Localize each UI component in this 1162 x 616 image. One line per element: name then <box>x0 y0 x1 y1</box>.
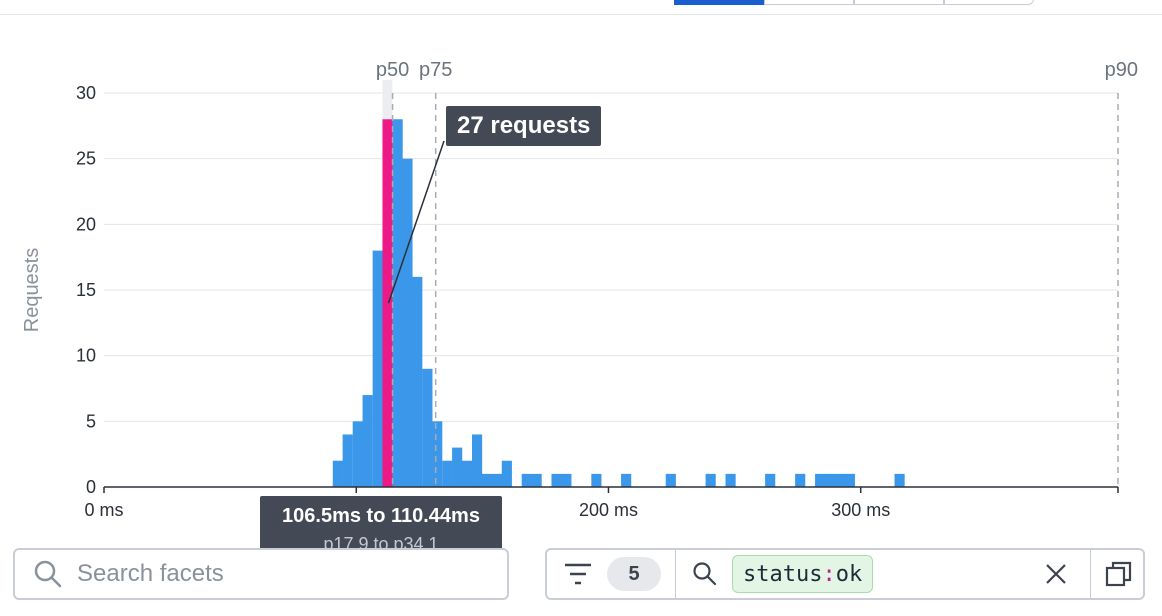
bar-count-tooltip: 27 requests <box>446 106 602 146</box>
percentile-markers: p50 p75 p90 <box>376 59 1138 487</box>
histogram-bar[interactable] <box>332 460 343 487</box>
histogram-bar[interactable] <box>432 421 443 487</box>
y-axis-ticks: 0 5 10 15 20 25 30 <box>76 83 96 497</box>
y-tick-label: 30 <box>76 83 96 103</box>
bin-range-label: 106.5ms to 110.44ms <box>282 505 480 527</box>
percentile-label: p50 <box>376 59 409 81</box>
histogram-bar[interactable] <box>531 473 542 487</box>
histogram-bar[interactable] <box>521 473 532 487</box>
x-tick-label: 300 ms <box>831 500 890 520</box>
view-toggle-3[interactable] <box>854 0 944 5</box>
header-divider <box>0 14 1162 15</box>
y-tick-label: 0 <box>86 477 96 497</box>
query-bar-divider <box>1090 549 1091 599</box>
x-axis: 0 ms 200 ms 300 ms <box>84 486 1119 520</box>
filter-pill-value: ok <box>835 561 863 587</box>
histogram-bar[interactable] <box>561 473 572 487</box>
histogram-bar[interactable] <box>362 395 373 487</box>
y-tick-label: 10 <box>76 346 96 366</box>
histogram-bar[interactable] <box>621 473 632 487</box>
percentile-label: p90 <box>1105 59 1138 81</box>
x-tick-label: 200 ms <box>579 500 638 520</box>
view-toggle-active[interactable] <box>674 0 764 5</box>
search-facets-input[interactable]: Search facets <box>13 548 509 600</box>
filter-icon[interactable] <box>563 561 593 587</box>
histogram-bar[interactable] <box>765 473 776 487</box>
histogram-bar[interactable] <box>824 473 836 487</box>
filter-pill-key: status <box>743 561 823 587</box>
query-bar: 5 status: ok <box>545 548 1145 600</box>
histogram-bars[interactable] <box>332 119 905 488</box>
histogram-bar[interactable] <box>844 473 855 487</box>
histogram-bar[interactable] <box>665 473 676 487</box>
histogram-bar[interactable] <box>705 473 716 487</box>
filter-count-badge[interactable]: 5 <box>607 557 661 591</box>
search-icon <box>692 561 718 587</box>
histogram-bar[interactable] <box>834 473 846 487</box>
histogram-bar[interactable] <box>894 473 905 487</box>
grid-lines <box>104 92 1118 488</box>
histogram-bar[interactable] <box>412 276 423 487</box>
highlighted-bar[interactable] <box>382 119 393 488</box>
percentile-label: p75 <box>419 59 452 81</box>
histogram-bar[interactable] <box>392 119 403 488</box>
histogram-bar[interactable] <box>372 250 383 487</box>
tooltip-pointer <box>387 140 445 304</box>
histogram-bar[interactable] <box>422 368 433 487</box>
histogram-bar[interactable] <box>491 473 503 487</box>
query-bar-divider <box>675 549 676 599</box>
search-icon <box>33 559 63 589</box>
copy-icon[interactable] <box>1105 560 1133 588</box>
query-filter-pill[interactable]: status: ok <box>732 555 874 593</box>
y-tick-label: 5 <box>86 411 96 431</box>
y-axis-label: Requests <box>21 248 43 333</box>
filter-pill-separator: : <box>822 561 836 587</box>
close-icon[interactable] <box>1044 562 1068 586</box>
histogram-bar[interactable] <box>402 158 413 487</box>
histogram-bar[interactable] <box>342 434 353 487</box>
histogram-bar[interactable] <box>501 460 512 487</box>
histogram-bar[interactable] <box>352 421 363 487</box>
histogram-bar[interactable] <box>481 473 492 487</box>
histogram-bar[interactable] <box>452 447 463 487</box>
histogram-bar[interactable] <box>551 473 562 487</box>
view-toggle-group <box>674 0 1034 6</box>
search-facets-placeholder: Search facets <box>77 560 224 587</box>
histogram-bar[interactable] <box>795 473 806 487</box>
histogram-bar[interactable] <box>591 473 602 487</box>
y-tick-label: 25 <box>76 149 96 169</box>
histogram-bar[interactable] <box>725 473 736 487</box>
histogram-bar[interactable] <box>472 434 483 487</box>
view-toggle-2[interactable] <box>764 0 854 5</box>
histogram-bar[interactable] <box>442 460 453 487</box>
y-tick-label: 20 <box>76 214 96 234</box>
histogram-bar[interactable] <box>815 473 826 487</box>
x-tick-label: 0 ms <box>84 500 123 520</box>
histogram-bar[interactable] <box>461 460 473 487</box>
y-tick-label: 15 <box>76 280 96 300</box>
